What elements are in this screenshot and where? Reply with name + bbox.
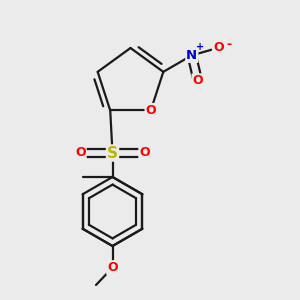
Text: O: O [193,74,203,87]
Text: +: + [196,42,204,52]
Text: O: O [139,146,150,160]
Text: O: O [107,261,118,274]
Text: N: N [186,49,197,62]
Text: S: S [107,146,118,160]
Text: O: O [213,41,224,54]
Text: O: O [75,146,86,160]
Text: O: O [146,104,156,117]
Text: -: - [226,38,231,51]
